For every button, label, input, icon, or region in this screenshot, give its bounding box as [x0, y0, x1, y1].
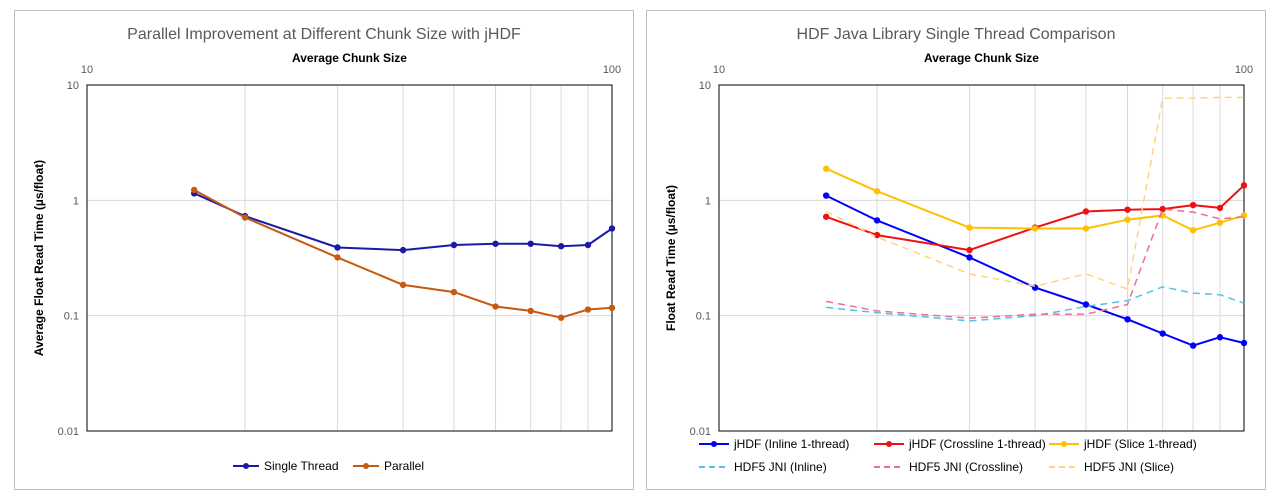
chart1-data-point [966, 246, 973, 254]
chart1-data-point [873, 217, 881, 224]
chart1-data-point [966, 254, 973, 261]
chart1-data-point [1189, 342, 1197, 349]
chart1-series-line-2 [825, 167, 1245, 232]
chart1-title: HDF Java Library Single Thread Compariso… [797, 26, 1116, 43]
chart0-data-point [334, 254, 341, 261]
chart0-data-point [557, 243, 565, 250]
chart1-legend-marker-0 [711, 441, 717, 447]
chart1-y-axis-label: Float Read Time (µs/float) [664, 185, 678, 331]
chart0-data-point [492, 303, 499, 310]
chart1-series-line-4 [826, 208, 1245, 319]
chart0-series-line-0 [193, 192, 613, 252]
chart0-legend-label-0: Single Thread [264, 459, 339, 473]
chart0-data-point [450, 241, 458, 249]
chart0-data-point [450, 288, 458, 296]
chart-panel-left: Parallel Improvement at Different Chunk … [14, 10, 634, 490]
chart1-data-point [1159, 330, 1166, 337]
chart0-y-tick-label: 0.01 [58, 426, 79, 438]
chart1-data-point [1082, 301, 1090, 308]
chart1-legend-marker-1 [886, 441, 892, 447]
chart1-data-point [1124, 206, 1131, 213]
chart1-legend-label-0: jHDF (Inline 1-thread) [733, 437, 849, 451]
chart0-data-point [557, 314, 565, 321]
chart1-plot-area [718, 84, 1245, 432]
chart1-x-axis-label: Average Chunk Size [924, 51, 1039, 65]
chart0-legend-marker-1 [363, 463, 369, 469]
chart0-title: Parallel Improvement at Different Chunk … [127, 26, 521, 43]
chart1-y-tick-label: 10 [699, 80, 711, 92]
chart0-data-point [334, 244, 341, 251]
chart0-data-point [527, 307, 534, 315]
chart1-x-tick-label: 10 [713, 64, 725, 76]
chart0-data-point [492, 240, 499, 247]
chart0-legend-marker-0 [243, 463, 249, 469]
chart0-x-tick-label: 100 [603, 64, 621, 76]
chart0-data-point [584, 241, 592, 249]
chart1-data-point [873, 231, 881, 239]
chart1-data-point [1159, 205, 1166, 213]
chart1-legend-marker-2 [1061, 441, 1067, 447]
chart1-legend-label-3: HDF5 JNI (Inline) [734, 460, 827, 474]
chart0-data-point [399, 246, 407, 254]
chart1-data-point [1082, 225, 1090, 232]
chart0-data-point [608, 225, 616, 232]
chart1-series-line-0 [825, 194, 1245, 347]
chart0-series-line-1 [193, 189, 613, 319]
chart1-data-point [1216, 219, 1224, 226]
chart1-series-line-5 [825, 96, 1244, 290]
chart0-y-tick-label: 10 [67, 80, 79, 92]
chart0-data-point [527, 240, 534, 247]
chart0-y-tick-label: 1 [73, 195, 79, 207]
chart1-y-tick-label: 1 [705, 195, 711, 207]
chart-panel-right: HDF Java Library Single Thread Compariso… [646, 10, 1266, 490]
chart1-legend-label-1: jHDF (Crossline 1-thread) [908, 437, 1046, 451]
chart1-legend-label-4: HDF5 JNI (Crossline) [909, 460, 1023, 474]
chart1-x-tick-label: 100 [1235, 64, 1253, 76]
chart1-data-point [1124, 216, 1131, 223]
chart1-data-point [873, 188, 881, 195]
chart1-data-point [1189, 201, 1197, 209]
chart0-data-point [190, 186, 198, 194]
chart1-data-point [1082, 208, 1090, 215]
chart1-data-point [822, 213, 830, 220]
chart1-series-line-3 [826, 286, 1245, 322]
chart0-legend-label-1: Parallel [384, 459, 424, 473]
chart1-data-point [1031, 225, 1039, 232]
chart0-x-tick-label: 10 [81, 64, 93, 76]
chart1-data-point [822, 165, 830, 172]
chart0-x-axis-label: Average Chunk Size [292, 51, 407, 65]
chart-right-svg: HDF Java Library Single Thread Compariso… [664, 26, 1253, 474]
chart0-plot-area [86, 84, 613, 432]
chart1-data-point [1240, 339, 1248, 347]
chart0-data-point [584, 306, 592, 313]
chart1-legend-label-5: HDF5 JNI (Slice) [1084, 460, 1174, 474]
chart1-data-point [1240, 182, 1248, 189]
chart0-y-tick-label: 0.1 [64, 311, 79, 323]
chart1-y-tick-label: 0.01 [690, 426, 711, 438]
chart1-data-point [1216, 334, 1224, 341]
chart-left-svg: Parallel Improvement at Different Chunk … [32, 26, 621, 473]
chart1-data-point [1189, 227, 1197, 234]
chart1-legend-label-2: jHDF (Slice 1-thread) [1083, 437, 1197, 451]
chart1-data-point [822, 192, 830, 199]
chart1-data-point [966, 224, 973, 231]
chart1-data-point [1124, 316, 1131, 323]
chart0-data-point [241, 214, 249, 221]
chart0-data-point [608, 304, 616, 312]
chart0-data-point [399, 281, 407, 289]
chart1-y-tick-label: 0.1 [696, 311, 711, 323]
chart1-data-point [1216, 204, 1224, 212]
chart0-y-axis-label: Average Float Read Time (µs/float) [32, 160, 46, 356]
chart1-series-line-1 [825, 184, 1245, 252]
